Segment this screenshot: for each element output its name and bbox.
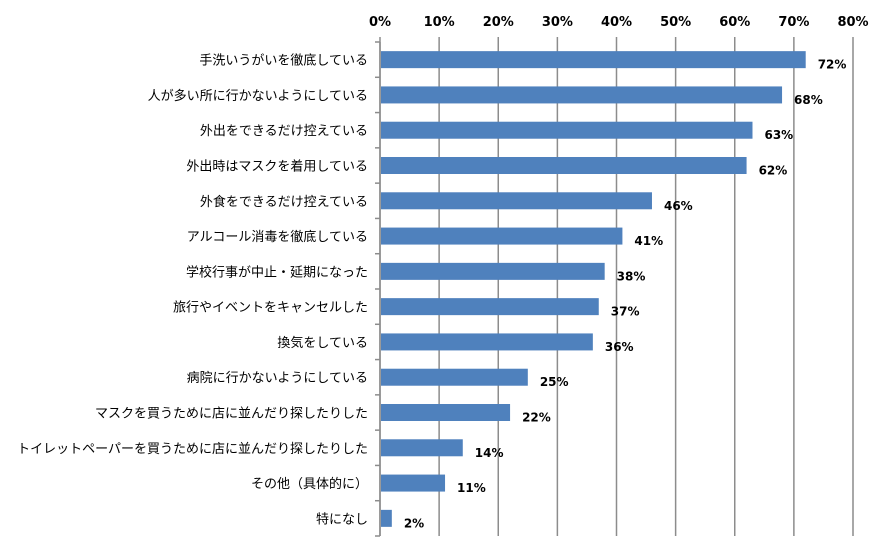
bar — [381, 439, 463, 457]
x-tick-label: 60% — [719, 15, 750, 30]
x-tick-label: 30% — [542, 15, 573, 30]
bar — [381, 227, 623, 245]
category-label: アルコール消毒を徹底している — [187, 229, 368, 245]
data-label: 62% — [759, 164, 788, 178]
data-label: 36% — [605, 340, 634, 354]
bar — [381, 192, 652, 210]
x-tick-label: 20% — [483, 15, 514, 30]
data-label: 11% — [457, 481, 486, 495]
data-label: 38% — [617, 269, 646, 283]
data-label: 41% — [634, 234, 663, 248]
category-label: 学校行事が中止・延期になった — [186, 264, 368, 280]
category-label: 旅行やイベントをキャンセルした — [173, 301, 368, 316]
bar — [381, 333, 593, 351]
bar — [381, 86, 783, 104]
bar — [381, 262, 605, 280]
bar — [381, 157, 747, 174]
category-label: マスクを買うために店に並んだり探したりした — [95, 407, 368, 422]
bar — [381, 368, 528, 386]
category-label: 特になし — [316, 512, 368, 527]
category-label: トイレットペーパーを買うために店に並んだり探したりした — [17, 442, 368, 457]
data-label: 63% — [764, 128, 793, 142]
category-label: 外出をできるだけ控えている — [200, 124, 368, 139]
data-label: 37% — [611, 305, 640, 319]
bar — [381, 509, 392, 527]
data-label: 72% — [818, 58, 847, 72]
bar — [381, 404, 511, 421]
x-tick-label: 70% — [778, 15, 809, 30]
category-label: 外食をできるだけ控えている — [200, 194, 368, 210]
category-label: 人が多い所に行かないようにしている — [148, 88, 368, 104]
bar — [381, 121, 753, 139]
x-tick-label: 10% — [424, 15, 455, 30]
data-label: 14% — [475, 446, 504, 460]
category-label: その他（具体的に） — [251, 476, 368, 492]
x-tick-label: 80% — [837, 15, 868, 30]
x-tick-label: 0% — [369, 15, 391, 30]
data-label: 2% — [404, 516, 424, 530]
category-label: 手洗いうがいを徹底している — [199, 53, 368, 69]
data-label: 25% — [540, 375, 569, 389]
data-label: 22% — [522, 411, 551, 425]
x-tick-label: 40% — [601, 15, 632, 30]
data-label: 46% — [664, 199, 693, 213]
bar — [381, 474, 446, 492]
category-label: 外出時はマスクを着用している — [186, 159, 368, 175]
data-label: 68% — [794, 93, 823, 107]
category-label: 換気をしている — [277, 335, 368, 351]
bar — [381, 51, 806, 69]
category-label: 病院に行かないようにしている — [187, 371, 368, 386]
bar — [381, 298, 599, 316]
x-tick-label: 50% — [660, 15, 691, 30]
